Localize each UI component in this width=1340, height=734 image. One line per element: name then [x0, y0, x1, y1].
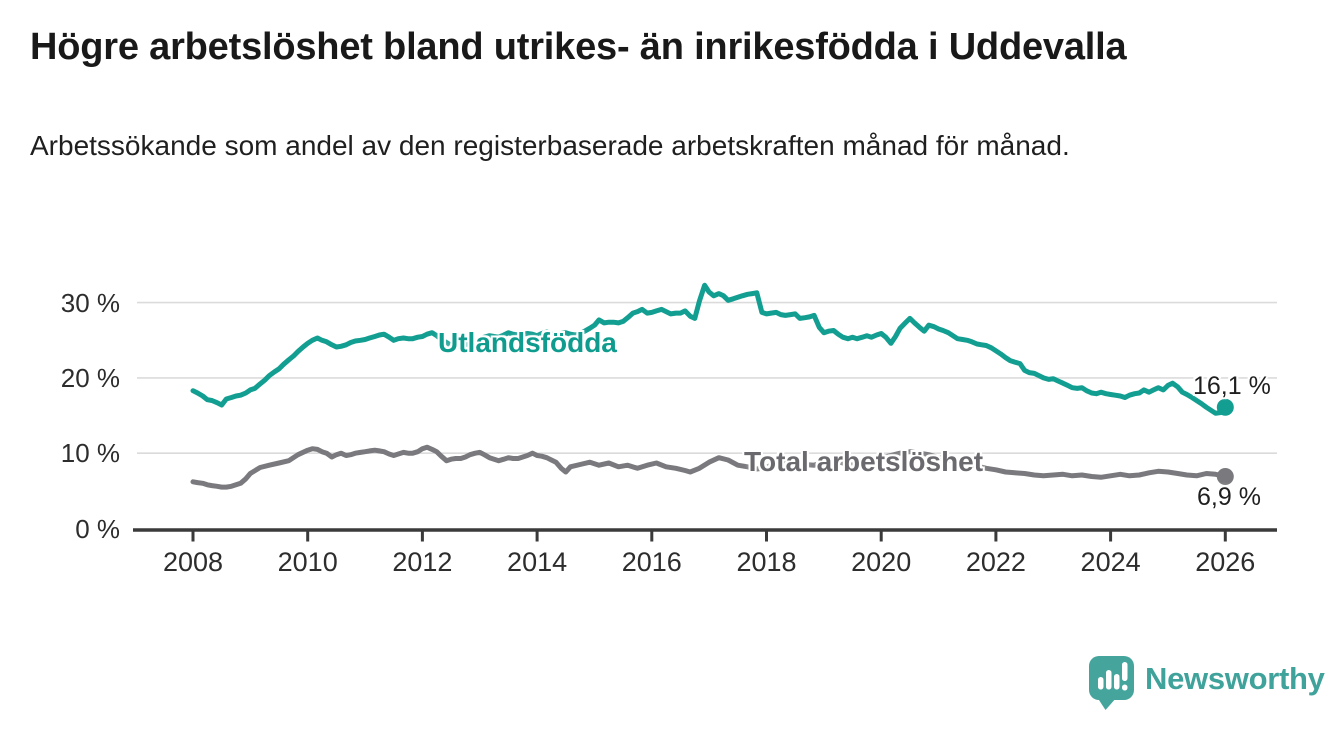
y-tick-label: 10 %	[60, 438, 120, 469]
logo-exclamation-dot	[1122, 684, 1128, 691]
logo-exclamation-bar	[1122, 662, 1128, 681]
x-tick-label: 2026	[1195, 547, 1256, 577]
page-title: Högre arbetslöshet bland utrikes- än inr…	[30, 26, 1127, 68]
y-tick-label: 20 %	[60, 362, 120, 393]
x-tick-label: 2012	[392, 547, 453, 577]
series-line-0	[190, 282, 1228, 416]
x-tick-label: 2020	[851, 547, 912, 577]
x-tick-label: 2016	[621, 547, 682, 577]
x-tick-label: 2014	[507, 547, 568, 577]
newsworthy-logo-text: Newsworthy	[1145, 661, 1325, 696]
series-endpoint-1	[1216, 468, 1234, 485]
series-endpoint-0	[1216, 398, 1234, 416]
x-tick-label: 2008	[162, 547, 224, 577]
newsworthy-logo: Newsworthy	[1088, 655, 1325, 713]
series-label-total-arbetsloshet: Total arbetslöshet	[744, 446, 984, 477]
x-tick-label: 2018	[736, 547, 797, 577]
end-value-utlandsfodda: 16,1 %	[1193, 372, 1271, 400]
y-tick-label: 30 %	[60, 287, 120, 318]
newsworthy-logo-icon	[1089, 656, 1134, 710]
y-tick-label: 0 %	[75, 513, 120, 544]
chart-subtitle: Arbetssökande som andel av den registerb…	[30, 130, 1070, 161]
series-line-1	[190, 444, 1228, 490]
x-tick-label: 2024	[1080, 547, 1141, 577]
x-tick-label: 2010	[277, 547, 338, 577]
logo-bar-1	[1098, 677, 1104, 690]
logo-bar-2	[1106, 670, 1112, 690]
end-value-total-arbetsloshet: 6,9 %	[1197, 483, 1261, 511]
x-tick-label: 2022	[965, 547, 1026, 577]
logo-bar-3	[1114, 674, 1120, 690]
series-label-utlandsfodda: Utlandsfödda	[438, 327, 617, 358]
